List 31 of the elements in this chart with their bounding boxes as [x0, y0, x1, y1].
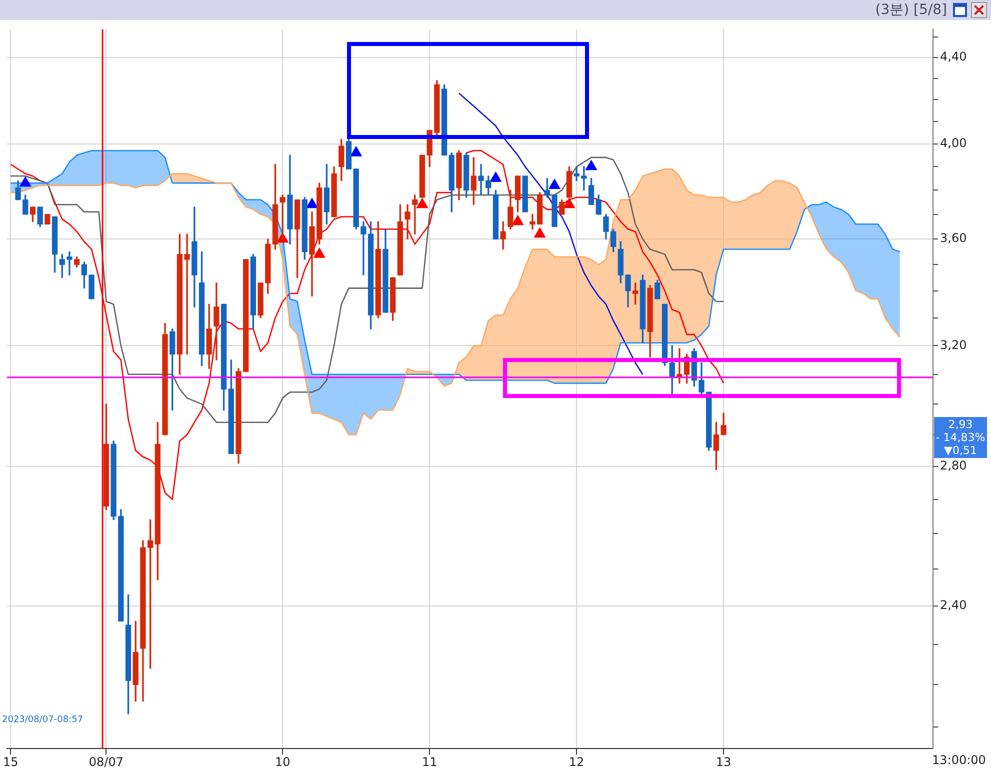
text: 2,93 — [947, 418, 974, 432]
point — [416, 198, 428, 208]
x-tick-label: 13 — [716, 754, 732, 769]
x-tick-label: 10 — [274, 754, 290, 769]
point — [490, 172, 502, 182]
text: - 14,83% — [934, 431, 986, 444]
point — [350, 146, 362, 156]
x-tick-label: 12 — [568, 754, 584, 769]
x-tick-label: 11 — [422, 754, 438, 769]
y-tick-label: 4,00 — [940, 136, 967, 150]
point — [534, 228, 546, 238]
point — [586, 160, 597, 170]
candlestick — [214, 282, 220, 360]
text: ▼0,51 — [943, 444, 978, 458]
point — [20, 176, 32, 187]
candlestick — [404, 204, 410, 240]
y-tick-label: 2,80 — [940, 458, 967, 473]
point — [314, 248, 326, 258]
y-tick-label: 3,20 — [940, 338, 967, 352]
point — [548, 178, 560, 189]
y-tick-label: 2,40 — [940, 598, 967, 612]
text: 13:00:00 — [932, 752, 986, 767]
y-tick-label: 4,40 — [940, 50, 967, 64]
x-tick-label: 15 — [3, 754, 18, 769]
chart-title: (3분) [5/8] — [875, 1, 947, 19]
y-tick-label: 3,60 — [940, 231, 967, 246]
x-tick-label: 08/07 — [88, 754, 124, 769]
point — [306, 198, 318, 208]
point — [564, 198, 575, 208]
annotation: 2023/08/07-08:57 — [1, 714, 84, 725]
point — [512, 215, 524, 226]
